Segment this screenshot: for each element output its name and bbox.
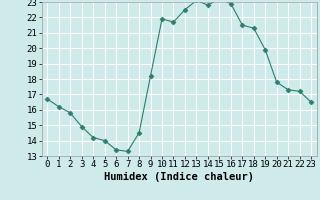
X-axis label: Humidex (Indice chaleur): Humidex (Indice chaleur) — [104, 172, 254, 182]
